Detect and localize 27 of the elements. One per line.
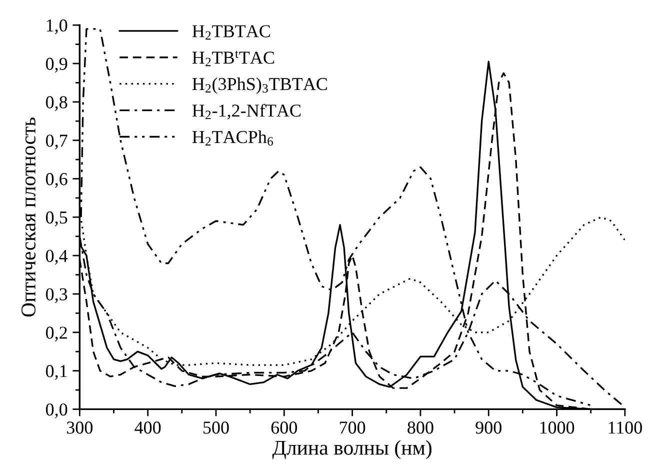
legend-label: H$_{2}$-1,2-NfTAC — [192, 104, 301, 120]
y-tick-label: 0,2 — [46, 326, 67, 342]
y-axis-title: Оптическая плотность — [22, 118, 36, 317]
y-tick-label: 0,4 — [46, 250, 68, 265]
x-tick-label: 500 — [203, 422, 229, 434]
y-tick-label: 0,6 — [46, 173, 68, 188]
x-tick-label: 1000 — [540, 422, 574, 434]
y-tick-label: 1,0 — [46, 19, 68, 34]
x-tick-label: 400 — [134, 422, 161, 434]
x-tick-label: 900 — [476, 422, 502, 434]
x-tick-label: 600 — [271, 422, 297, 434]
legend-label: H$_{2}$(3PhS)$_{3}$TBTAC — [192, 77, 327, 94]
y-tick-label: 0,0 — [46, 403, 68, 418]
legend-label: H$_{2}$TBTAC — [192, 25, 270, 40]
y-tick-label: 0,1 — [46, 365, 67, 380]
x-axis-title: Длина волны (нм) — [272, 440, 432, 460]
x-tick-label: 700 — [340, 422, 366, 434]
legend-label: H$_{2}$TACPh$_{6}$ — [192, 130, 274, 146]
x-tick-label: 300 — [66, 422, 93, 434]
y-tick-label: 0,7 — [46, 134, 68, 150]
y-tick-label: 0,3 — [46, 288, 68, 304]
x-tick-label: 800 — [408, 422, 434, 434]
y-tick-label: 0,5 — [46, 211, 68, 226]
legend-label: H$_{2}$TB$^{t}$TAC — [192, 50, 274, 66]
y-tick-label: 0,9 — [46, 58, 68, 73]
y-tick-label: 0,8 — [46, 96, 68, 111]
x-tick-label: 1100 — [608, 422, 642, 434]
